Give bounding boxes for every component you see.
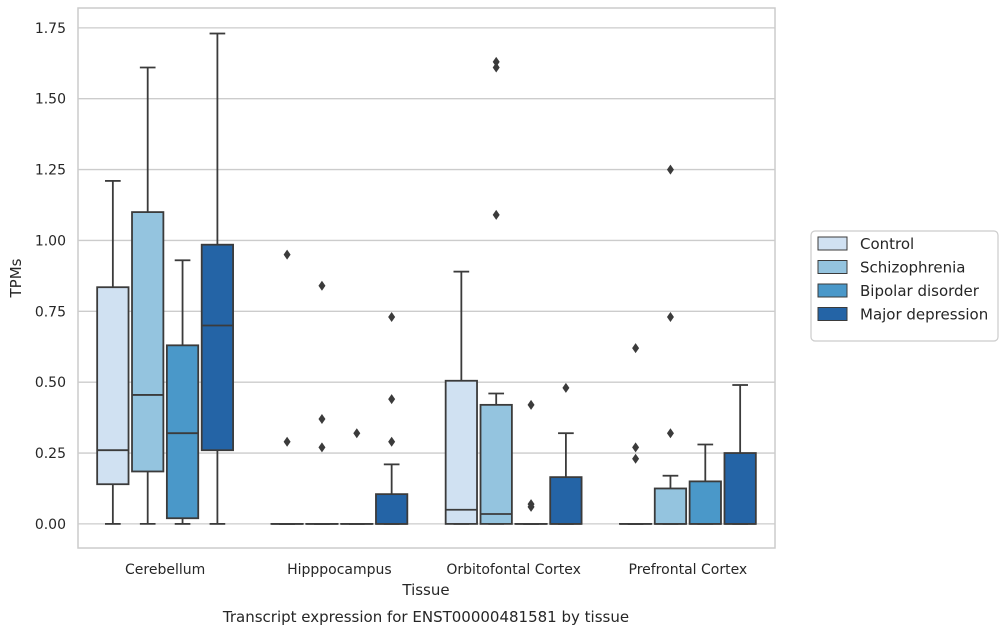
y-tick-label: 1.25 xyxy=(35,163,66,179)
x-tick-label: Orbitofontal Cortex xyxy=(446,562,581,578)
y-tick-label: 1.75 xyxy=(35,21,66,37)
outlier-point xyxy=(632,442,640,453)
box-1-1 xyxy=(305,280,339,525)
box-0-0 xyxy=(96,180,130,525)
y-tick-label: 1.00 xyxy=(35,233,66,249)
outlier-point xyxy=(353,428,361,439)
box-body xyxy=(444,379,478,525)
legend-label: Major depression xyxy=(860,306,988,324)
box-0-2 xyxy=(444,270,478,525)
box-0-1 xyxy=(270,249,304,525)
box-body xyxy=(96,286,130,486)
box-2-2 xyxy=(514,399,548,525)
box-body xyxy=(653,487,688,525)
box-body xyxy=(165,344,200,520)
outlier-point xyxy=(492,209,500,220)
outlier-point xyxy=(632,453,640,464)
outlier-point xyxy=(318,414,326,425)
box-body xyxy=(688,480,722,525)
y-tick-label: 0.25 xyxy=(35,446,66,462)
outlier-point xyxy=(492,56,500,67)
x-tick-label: Hipppocampus xyxy=(287,562,392,578)
outlier-point xyxy=(388,394,396,405)
box-3-3 xyxy=(723,384,757,525)
outlier-point xyxy=(318,280,326,291)
outlier-point xyxy=(632,343,640,354)
box-1-2 xyxy=(479,56,513,525)
y-tick-labels: 0.00 0.25 0.50 0.75 1.00 1.25 1.50 1.75 xyxy=(35,21,66,533)
box-2-0 xyxy=(165,259,200,525)
legend-swatch xyxy=(817,236,848,251)
outlier-point xyxy=(666,311,674,322)
outlier-point xyxy=(666,428,674,439)
legend-label: Bipolar disorder xyxy=(860,282,980,300)
box-body xyxy=(131,211,165,473)
box-3-1 xyxy=(375,311,409,525)
outlier-point xyxy=(318,442,326,453)
outlier-point xyxy=(283,249,291,260)
x-tick-labels: Cerebellum Hipppocampus Orbitofontal Corte… xyxy=(125,562,747,578)
y-tick-label: 0.00 xyxy=(35,517,66,533)
box-2-3 xyxy=(688,443,722,525)
x-tick-label: Prefrontal Cortex xyxy=(629,562,748,578)
outlier-point xyxy=(666,164,674,175)
box-1-0 xyxy=(131,66,165,525)
legend-label: Schizophrenia xyxy=(860,259,965,277)
y-axis-label: TPMs xyxy=(7,258,25,298)
box-body xyxy=(200,243,234,452)
plot-frame xyxy=(77,7,776,549)
legend: Control Schizophrenia Bipolar disorder Majo… xyxy=(810,230,999,342)
box-body xyxy=(549,476,583,525)
y-tick-label: 0.50 xyxy=(35,375,66,391)
boxes xyxy=(96,32,757,525)
legend-frame xyxy=(810,230,999,342)
box-0-3 xyxy=(619,343,653,525)
legend-label: Control xyxy=(860,235,914,253)
outlier-point xyxy=(388,436,396,447)
box-body xyxy=(479,403,513,525)
box-body xyxy=(723,452,757,525)
y-tick-label: 0.75 xyxy=(35,304,66,320)
box-1-3 xyxy=(653,164,688,525)
chart-caption: Transcript expression for ENST0000048158… xyxy=(222,608,629,626)
outlier-point xyxy=(283,436,291,447)
x-tick-label: Cerebellum xyxy=(125,562,205,578)
legend-swatch xyxy=(817,260,848,274)
x-axis-label: Tissue xyxy=(401,581,449,599)
outlier-point xyxy=(562,382,570,393)
legend-swatch xyxy=(817,283,848,298)
y-tick-label: 1.50 xyxy=(35,92,66,108)
box-body xyxy=(375,493,409,525)
outlier-point xyxy=(388,311,396,322)
box-2-1 xyxy=(340,428,374,525)
outlier-point xyxy=(527,399,535,410)
outlier-point xyxy=(492,62,500,73)
box-3-2 xyxy=(549,382,583,525)
legend-swatch xyxy=(817,307,848,321)
outlier-point xyxy=(527,501,535,512)
box-3-0 xyxy=(200,32,234,525)
